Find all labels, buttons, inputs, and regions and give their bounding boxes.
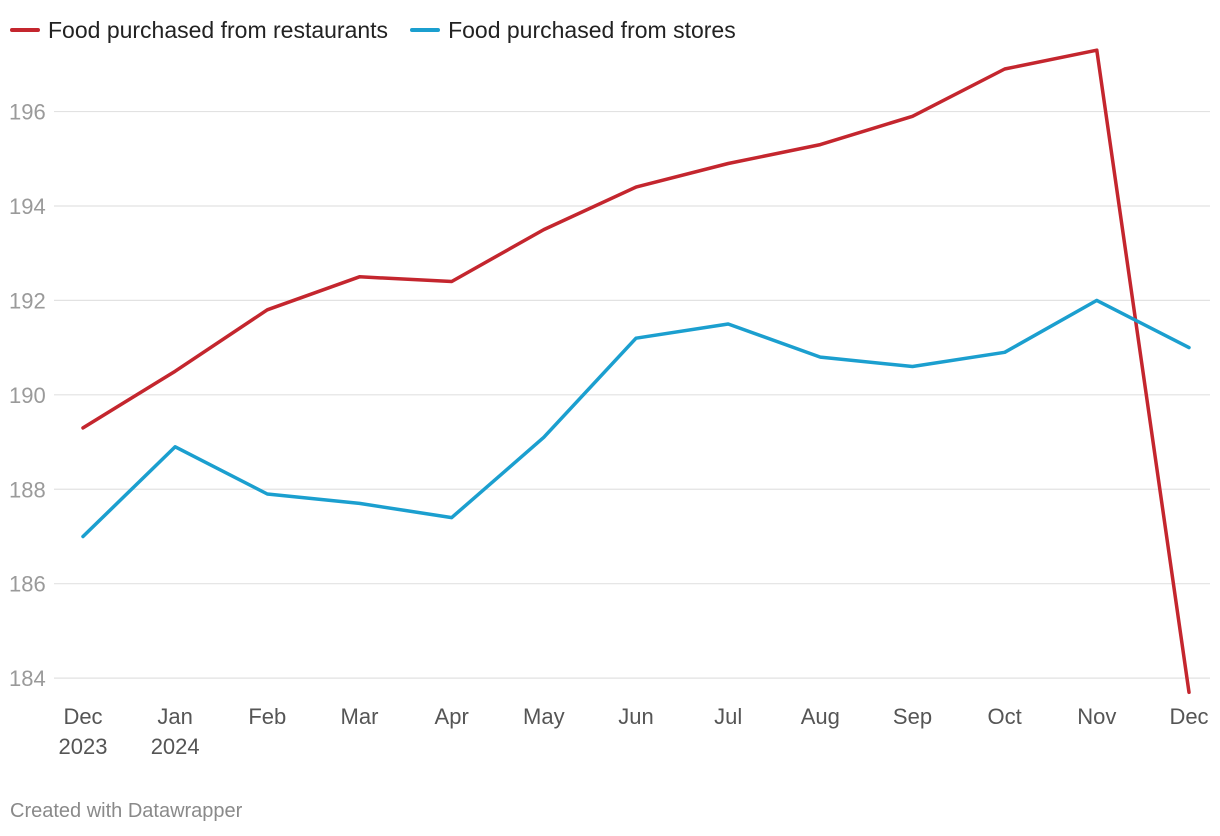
legend-swatch-stores — [410, 28, 441, 32]
x-tick-label-1: Jan — [157, 704, 192, 729]
legend-label-restaurants: Food purchased from restaurants — [48, 16, 389, 43]
y-tick-label-194: 194 — [9, 194, 46, 219]
y-tick-label-188: 188 — [9, 477, 46, 502]
x-tick-label-2: Feb — [248, 704, 286, 729]
y-tick-label-192: 192 — [9, 288, 46, 313]
grid-lines — [54, 110, 1210, 679]
datawrapper-credit: Created with Datawrapper — [10, 800, 243, 822]
x-tick-label-1-line2: 2024 — [151, 734, 200, 759]
legend-item-stores: Food purchased from stores — [410, 17, 736, 44]
x-tick-label-10: Oct — [988, 704, 1022, 729]
chart-legend: Food purchased from restaurants Food pur… — [10, 14, 758, 46]
x-tick-label-0-line2: 2023 — [59, 734, 108, 759]
series-line-restaurants — [81, 48, 1191, 695]
x-tick-label-8: Aug — [801, 704, 840, 729]
x-tick-label-3: Mar — [341, 704, 379, 729]
series-line-stores — [81, 298, 1191, 539]
x-tick-label-0: Dec — [63, 704, 102, 729]
y-tick-label-190: 190 — [9, 383, 46, 408]
legend-label-stores: Food purchased from stores — [448, 16, 736, 43]
x-tick-label-12: Dec — [1169, 704, 1208, 729]
legend-swatch-restaurants — [10, 28, 40, 32]
x-tick-label-9: Sep — [893, 704, 932, 729]
y-tick-label-184: 184 — [9, 666, 46, 691]
y-axis-ticks: 184 186 188 190 192 194 196 — [9, 100, 46, 692]
x-tick-label-4: Apr — [435, 704, 469, 729]
y-tick-label-186: 186 — [9, 572, 46, 597]
x-axis-ticks: Dec 2023 Jan 2024 Feb Mar Apr May Jun Jul Aug Sep Oc… — [59, 704, 1209, 759]
x-tick-label-11: Nov — [1077, 704, 1116, 729]
x-tick-label-5: May — [523, 704, 565, 729]
x-tick-label-6: Jun — [618, 704, 653, 729]
series-lines — [81, 48, 1191, 695]
legend-item-restaurants: Food purchased from restaurants — [10, 17, 388, 44]
y-tick-label-196: 196 — [9, 100, 46, 125]
x-tick-label-7: Jul — [714, 704, 742, 729]
